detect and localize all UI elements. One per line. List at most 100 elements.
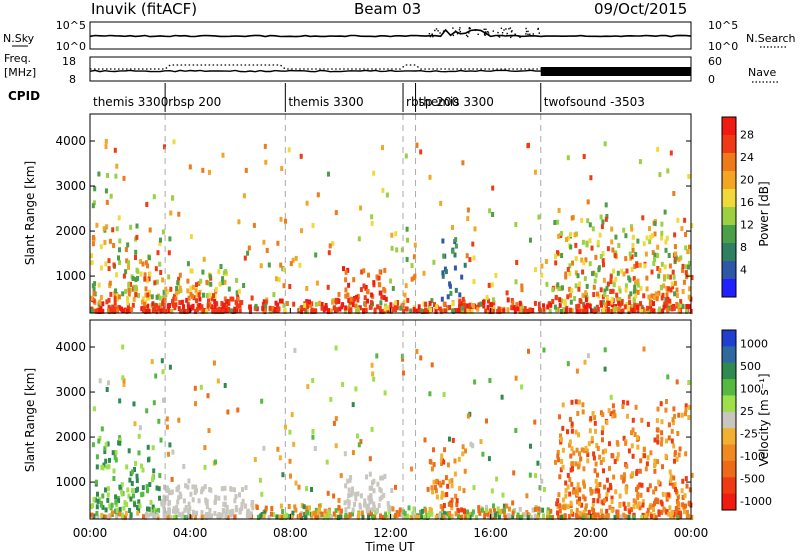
power-cell <box>229 296 233 302</box>
velocity-cell <box>195 488 198 494</box>
velocity-cell <box>167 487 171 493</box>
power-cell <box>209 281 213 287</box>
velocity-cell <box>170 476 174 482</box>
velocity-cell <box>630 507 634 512</box>
velocity-cell <box>567 513 571 519</box>
power-cell <box>569 307 572 313</box>
noise-search-point <box>429 35 432 38</box>
velocity-cell <box>145 484 149 490</box>
power-cell <box>157 305 161 311</box>
power-cell <box>427 305 431 311</box>
power-cell <box>624 283 628 289</box>
power-cell <box>206 306 210 312</box>
power-cell <box>404 153 408 159</box>
power-cell <box>671 269 675 275</box>
power-cell <box>287 147 291 153</box>
power-cell <box>591 226 595 232</box>
nave-label: Nave <box>748 66 776 79</box>
power-cell <box>583 276 587 282</box>
velocity-cell <box>528 472 532 478</box>
velocity-cell <box>649 513 653 519</box>
velocity-cell <box>485 508 489 513</box>
velocity-cell <box>172 515 176 520</box>
velocity-cell <box>395 510 399 515</box>
power-cell <box>127 260 131 266</box>
power-cell <box>453 308 457 314</box>
velocity-cell <box>106 497 110 503</box>
velocity-cell <box>529 443 532 449</box>
velocity-cell <box>561 464 565 470</box>
power-cell <box>148 289 151 295</box>
power-cell <box>370 220 374 226</box>
power-cell <box>125 258 129 264</box>
velocity-cell <box>104 507 108 513</box>
velocity-cell <box>183 507 187 513</box>
power-colorbar-label: Power [dB] <box>757 181 771 246</box>
power-cell <box>454 287 458 293</box>
velocity-cell <box>606 513 610 519</box>
velocity-cell <box>672 511 676 517</box>
power-cell <box>533 300 537 306</box>
velocity-cell <box>361 514 365 520</box>
power-cell <box>656 244 660 250</box>
power-cell <box>280 298 284 304</box>
velocity-cell <box>233 498 237 504</box>
velocity-cell <box>527 348 530 354</box>
velocity-cell <box>672 484 676 490</box>
power-cell <box>394 231 398 237</box>
power-cell <box>491 185 495 191</box>
power-cell <box>660 230 664 236</box>
power-cell <box>384 296 388 302</box>
velocity-cell <box>289 515 293 520</box>
velocity-ylabel: Slant Range [km] <box>23 368 37 472</box>
velocity-cell <box>226 514 230 520</box>
velocity-cell <box>259 477 262 483</box>
noise-search-point <box>510 36 512 39</box>
velocity-cell <box>645 461 649 467</box>
noise-search-point <box>467 35 469 38</box>
velocity-cell <box>137 433 141 439</box>
velocity-cell <box>214 459 217 465</box>
velocity-cell <box>601 449 605 455</box>
power-cell <box>598 232 602 238</box>
power-cell <box>320 301 324 307</box>
velocity-cell <box>576 482 580 488</box>
noise-search-point <box>466 31 468 33</box>
velocity-cell <box>603 484 607 490</box>
power-cell <box>202 308 206 313</box>
velocity-cell <box>276 446 280 452</box>
velocity-cell <box>203 445 207 451</box>
power-cell <box>412 254 416 260</box>
velocity-cell <box>572 450 576 456</box>
power-cell <box>300 309 304 314</box>
velocity-cell <box>294 480 298 486</box>
velocity-cell <box>400 512 404 518</box>
power-cell <box>505 290 509 296</box>
velocity-cell <box>672 406 676 412</box>
velocity-cell <box>308 505 311 511</box>
velocity-cell <box>96 514 100 520</box>
velocity-cell <box>223 383 227 388</box>
velocity-cell <box>463 468 467 474</box>
velocity-cell <box>677 412 681 418</box>
noise-search-point <box>458 29 461 31</box>
power-cell <box>130 306 134 312</box>
velocity-cell <box>687 415 691 420</box>
power-cell <box>631 242 635 248</box>
power-cell <box>122 175 126 181</box>
power-cell <box>94 308 98 314</box>
velocity-cell <box>570 481 574 487</box>
velocity-cell <box>326 490 330 496</box>
velocity-cell <box>453 458 457 464</box>
velocity-cell <box>168 500 171 505</box>
power-cell <box>167 307 171 313</box>
power-cell <box>649 307 653 313</box>
velocity-cell <box>684 476 688 482</box>
velocity-cell <box>559 433 562 439</box>
velocity-cell <box>233 487 236 493</box>
velocity-cell <box>120 491 124 497</box>
velocity-cell <box>168 364 172 370</box>
power-cell <box>613 253 617 258</box>
power-cell <box>603 292 607 297</box>
power-cell <box>377 282 381 288</box>
